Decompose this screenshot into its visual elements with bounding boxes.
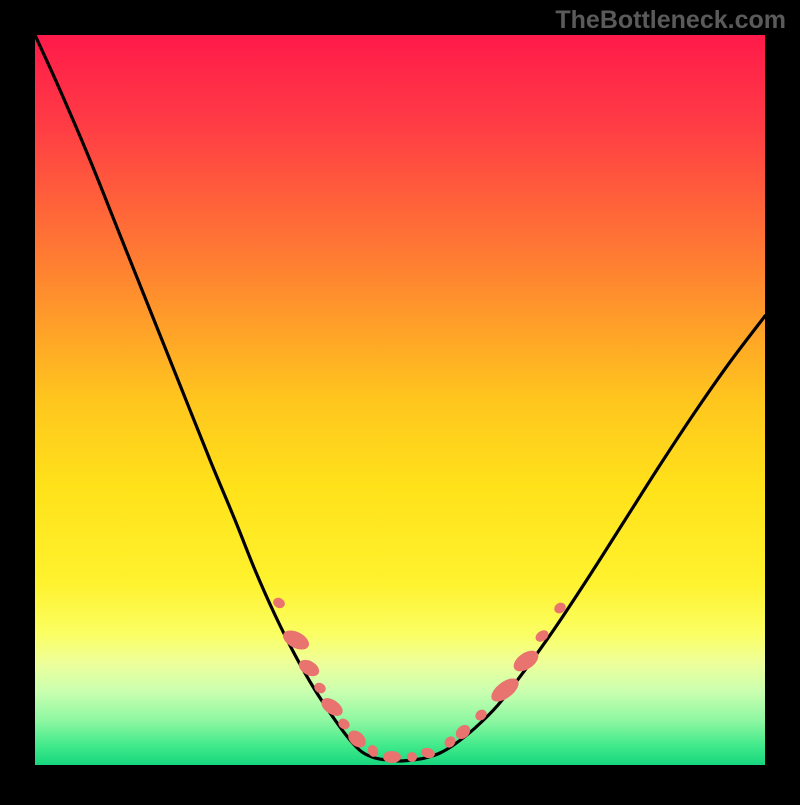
curve-bead	[407, 752, 417, 762]
chart-canvas	[0, 0, 800, 800]
watermark-text: TheBottleneck.com	[555, 6, 786, 35]
curve-bead	[383, 751, 401, 763]
plot-background	[35, 35, 765, 765]
